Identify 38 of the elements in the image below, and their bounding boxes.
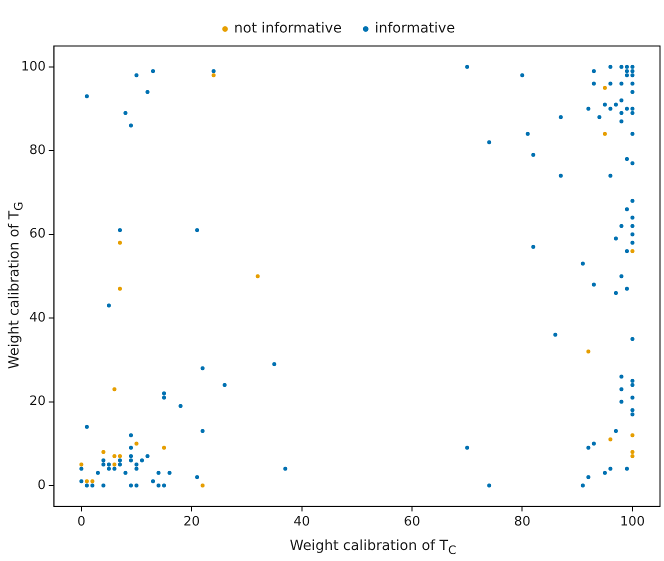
point xyxy=(112,454,116,458)
x-tick-label: 0 xyxy=(77,514,86,530)
point xyxy=(112,387,116,392)
point xyxy=(256,274,260,278)
x-tick-label: 60 xyxy=(404,514,420,530)
point xyxy=(118,240,122,245)
point xyxy=(212,73,216,78)
point xyxy=(602,132,607,136)
point xyxy=(134,442,138,446)
y-tick-label: 60 xyxy=(29,226,46,242)
legend-label: not informative xyxy=(234,20,342,37)
point xyxy=(101,450,106,454)
point xyxy=(630,450,634,454)
y-tick-label: 20 xyxy=(29,394,46,410)
point xyxy=(118,286,122,291)
legend-label: informative xyxy=(374,20,455,37)
point xyxy=(630,454,634,458)
y-tick-label: 80 xyxy=(29,143,46,158)
point xyxy=(84,479,89,484)
point xyxy=(118,454,122,458)
x-axis-title: Weight calibration of T$_{C}$ xyxy=(288,538,458,557)
y-tick-label: 40 xyxy=(29,310,46,326)
point xyxy=(630,433,634,438)
point xyxy=(79,462,84,467)
point xyxy=(602,86,607,90)
point xyxy=(200,483,205,488)
y-tick-label: 0 xyxy=(38,478,46,493)
x-tick-label: 100 xyxy=(620,514,645,530)
y-tick-label: 100 xyxy=(20,59,46,74)
point xyxy=(608,437,612,442)
point xyxy=(630,249,634,254)
x-tick-label: 20 xyxy=(183,514,200,530)
point xyxy=(586,350,590,354)
point xyxy=(162,446,166,450)
x-tick-label: 80 xyxy=(514,514,531,530)
point xyxy=(90,479,94,484)
point xyxy=(112,462,116,467)
x-tick-label: 40 xyxy=(294,514,310,530)
